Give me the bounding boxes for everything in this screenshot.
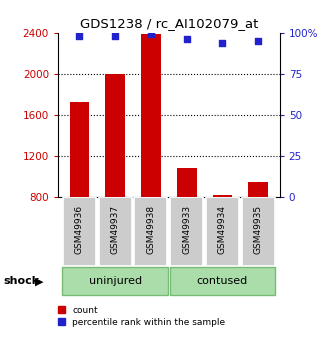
Bar [170,197,203,266]
Text: GSM49938: GSM49938 [146,205,156,254]
Bar [177,168,197,197]
Bar [62,267,168,295]
Bar [206,197,239,266]
Bar [105,74,125,197]
Title: GDS1238 / rc_AI102079_at: GDS1238 / rc_AI102079_at [80,17,258,30]
Bar [99,197,132,266]
Point [184,37,189,42]
Point [256,38,261,44]
Bar [63,197,96,266]
Text: GSM49936: GSM49936 [75,205,84,254]
Point [77,33,82,39]
Bar [141,34,161,197]
Point [148,32,154,37]
Bar [242,197,275,266]
Text: GSM49933: GSM49933 [182,205,191,254]
Text: contused: contused [197,276,248,286]
Text: shock: shock [3,276,39,286]
Text: uninjured: uninjured [89,276,142,286]
Point [113,33,118,39]
Text: GSM49934: GSM49934 [218,205,227,254]
Bar [70,102,89,197]
Text: GSM49937: GSM49937 [111,205,119,254]
Legend: count, percentile rank within the sample: count, percentile rank within the sample [56,304,227,328]
Bar [248,182,268,197]
Text: ▶: ▶ [35,276,43,286]
Bar [169,267,275,295]
Text: GSM49935: GSM49935 [254,205,263,254]
Point [220,40,225,45]
Bar [213,195,232,197]
Bar [134,197,167,266]
